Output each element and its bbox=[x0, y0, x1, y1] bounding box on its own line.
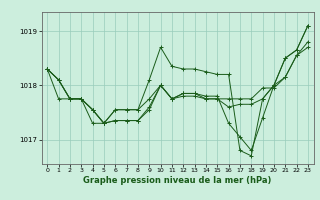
X-axis label: Graphe pression niveau de la mer (hPa): Graphe pression niveau de la mer (hPa) bbox=[84, 176, 272, 185]
